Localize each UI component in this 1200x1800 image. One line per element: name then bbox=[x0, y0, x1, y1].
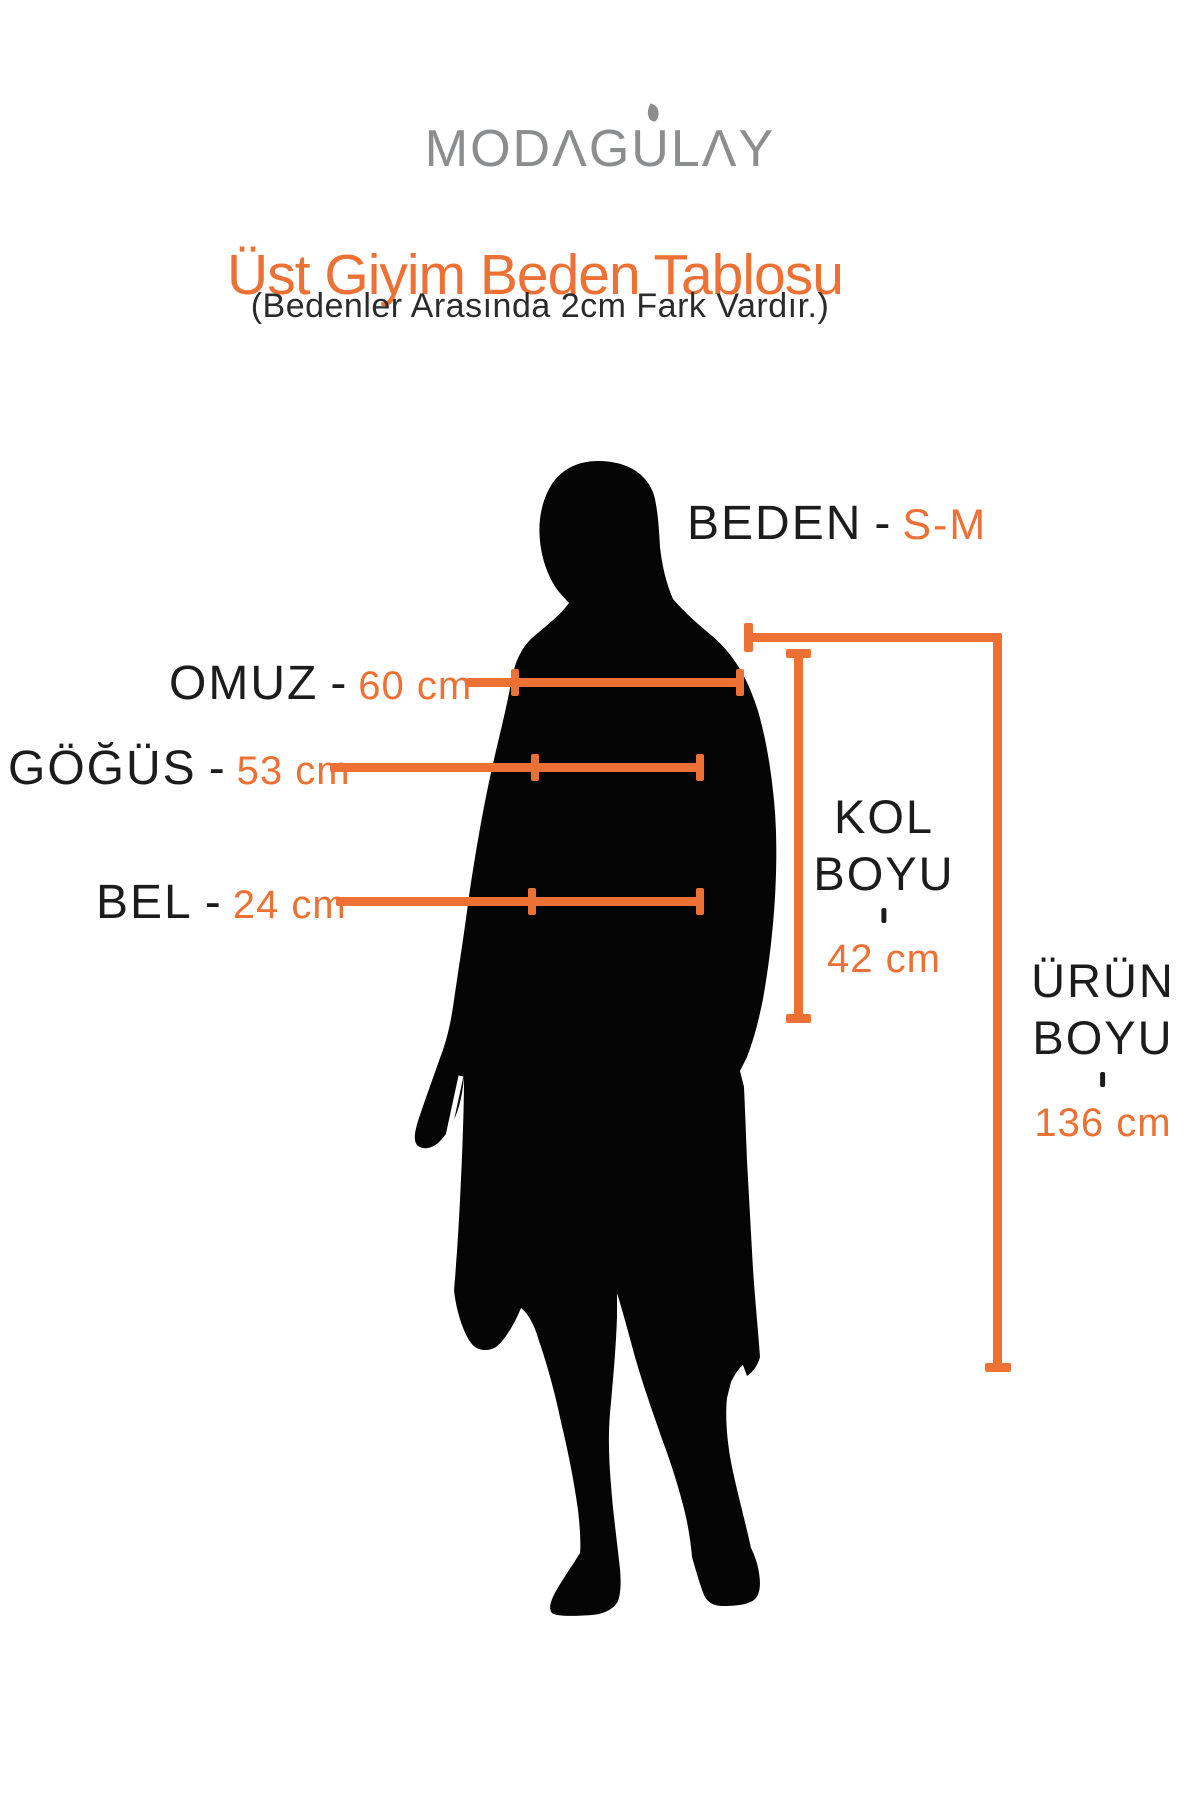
size-badge: BEDEN - S-M bbox=[687, 496, 987, 551]
chest-measure-tick-right bbox=[696, 754, 704, 781]
length-measure-line-vertical bbox=[993, 633, 1002, 1372]
length-value: 136 cm bbox=[1034, 1101, 1172, 1145]
length-measure-tick-bottom bbox=[985, 1363, 1011, 1372]
page-title: Üst Giyim Beden Tablosu bbox=[227, 243, 844, 307]
waist-value: 24 cm bbox=[232, 883, 347, 927]
length-measure-line-horizontal bbox=[744, 633, 1002, 642]
length-label-line2: BOYU bbox=[1032, 1011, 1174, 1064]
length-tick-mark bbox=[1100, 1072, 1106, 1087]
chest-label: GÖĞÜS bbox=[8, 742, 197, 795]
chest-measurement-row: GÖĞÜS -53 cm bbox=[8, 741, 351, 796]
brand-logo: MODΛGU LΛY bbox=[0, 103, 1200, 180]
page-subtitle: (Bedenler Arasında 2cm Fark Vardır.) bbox=[250, 287, 830, 325]
shoulder-measurement-row: OMUZ -60 cm bbox=[169, 656, 472, 711]
chest-separator: - bbox=[208, 742, 225, 795]
waist-measure-tick-left bbox=[528, 888, 536, 915]
size-label: BEDEN bbox=[687, 497, 863, 550]
shoulder-measure-tick-right bbox=[736, 669, 744, 696]
length-measurement-block: ÜRÜN BOYU 136 cm bbox=[1031, 952, 1175, 1146]
shoulder-label: OMUZ bbox=[169, 657, 319, 710]
size-value: S-M bbox=[902, 501, 988, 549]
logo-text-left: MODΛG bbox=[424, 120, 632, 178]
size-separator: - bbox=[874, 497, 891, 550]
chest-measure-line bbox=[330, 763, 704, 772]
chest-measure-tick-left bbox=[531, 754, 539, 781]
sleeve-label-line2: BOYU bbox=[813, 847, 955, 900]
waist-separator: - bbox=[204, 876, 221, 929]
sleeve-tick-mark bbox=[881, 908, 887, 923]
waist-measurement-row: BEL -24 cm bbox=[96, 875, 347, 930]
shoulder-measure-tick-left bbox=[511, 669, 519, 696]
shoulder-measure-line bbox=[467, 678, 744, 687]
sleeve-measure-tick-bottom bbox=[786, 1014, 811, 1023]
sleeve-label-line1: KOL bbox=[833, 790, 935, 843]
length-label-line1: ÜRÜN bbox=[1031, 954, 1175, 1007]
waist-label: BEL bbox=[96, 876, 193, 929]
sleeve-measure-line bbox=[794, 649, 803, 1023]
shoulder-value: 60 cm bbox=[358, 664, 473, 708]
waist-measure-line bbox=[336, 897, 704, 906]
shoulder-separator: - bbox=[330, 657, 347, 710]
logo-text-right: LΛY bbox=[670, 120, 776, 178]
hand-separation-line bbox=[442, 1075, 464, 1151]
sleeve-measure-tick-top bbox=[786, 649, 811, 658]
logo-letter-u: U bbox=[631, 103, 671, 180]
sleeve-value: 42 cm bbox=[827, 937, 941, 981]
waist-measure-tick-right bbox=[696, 888, 704, 915]
model-silhouette-path bbox=[414, 461, 777, 1616]
sleeve-measurement-block: KOL BOYU 42 cm bbox=[813, 788, 954, 982]
